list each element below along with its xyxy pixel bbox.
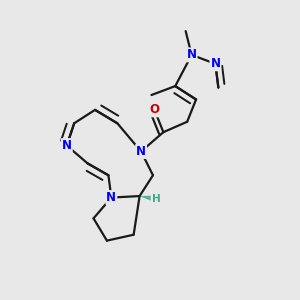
Polygon shape [140, 196, 157, 202]
Text: O: O [149, 103, 160, 116]
Text: N: N [210, 57, 220, 70]
Text: N: N [136, 145, 146, 158]
Text: N: N [62, 139, 72, 152]
Text: N: N [187, 48, 196, 62]
Text: H: H [152, 194, 160, 204]
Text: N: N [106, 191, 116, 204]
